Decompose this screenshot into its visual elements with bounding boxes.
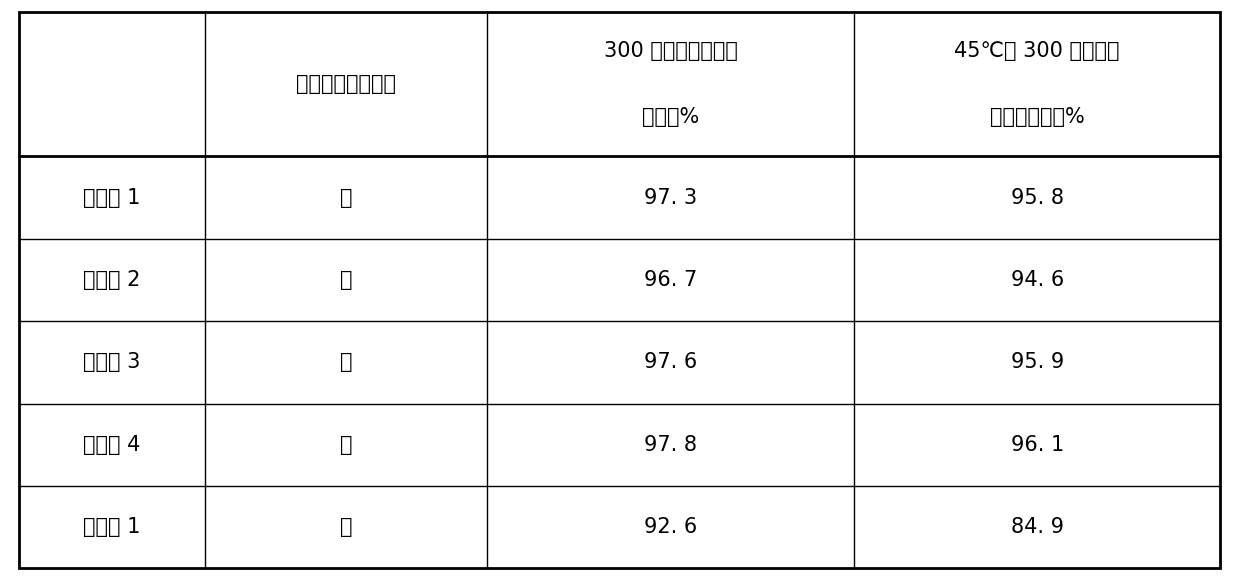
Text: 92. 6: 92. 6	[644, 517, 698, 537]
Text: 是: 是	[339, 517, 352, 537]
Text: 否: 否	[339, 270, 352, 290]
Text: 45℃下 300 次循环后

的容量保持率%: 45℃下 300 次循环后 的容量保持率%	[954, 41, 1120, 127]
Text: 95. 9: 95. 9	[1011, 353, 1064, 372]
Text: 84. 9: 84. 9	[1011, 517, 1063, 537]
Text: 实施例 2: 实施例 2	[83, 270, 140, 290]
Text: 97. 3: 97. 3	[644, 187, 698, 208]
Text: 否: 否	[339, 187, 352, 208]
Text: 95. 8: 95. 8	[1011, 187, 1063, 208]
Text: 实施例 4: 实施例 4	[83, 435, 140, 455]
Text: 否: 否	[339, 435, 352, 455]
Text: 94. 6: 94. 6	[1011, 270, 1064, 290]
Text: 97. 6: 97. 6	[644, 353, 698, 372]
Text: 对比例 1: 对比例 1	[83, 517, 140, 537]
Text: 96. 7: 96. 7	[644, 270, 698, 290]
Text: 否: 否	[339, 353, 352, 372]
Text: 97. 8: 97. 8	[644, 435, 698, 455]
Text: 300 次循环后的容量

保持率%: 300 次循环后的容量 保持率%	[603, 41, 737, 127]
Text: 实施例 3: 实施例 3	[83, 353, 140, 372]
Text: 实施例 1: 实施例 1	[83, 187, 140, 208]
Text: 化成中电解液溢出: 化成中电解液溢出	[296, 74, 396, 94]
Text: 96. 1: 96. 1	[1011, 435, 1064, 455]
